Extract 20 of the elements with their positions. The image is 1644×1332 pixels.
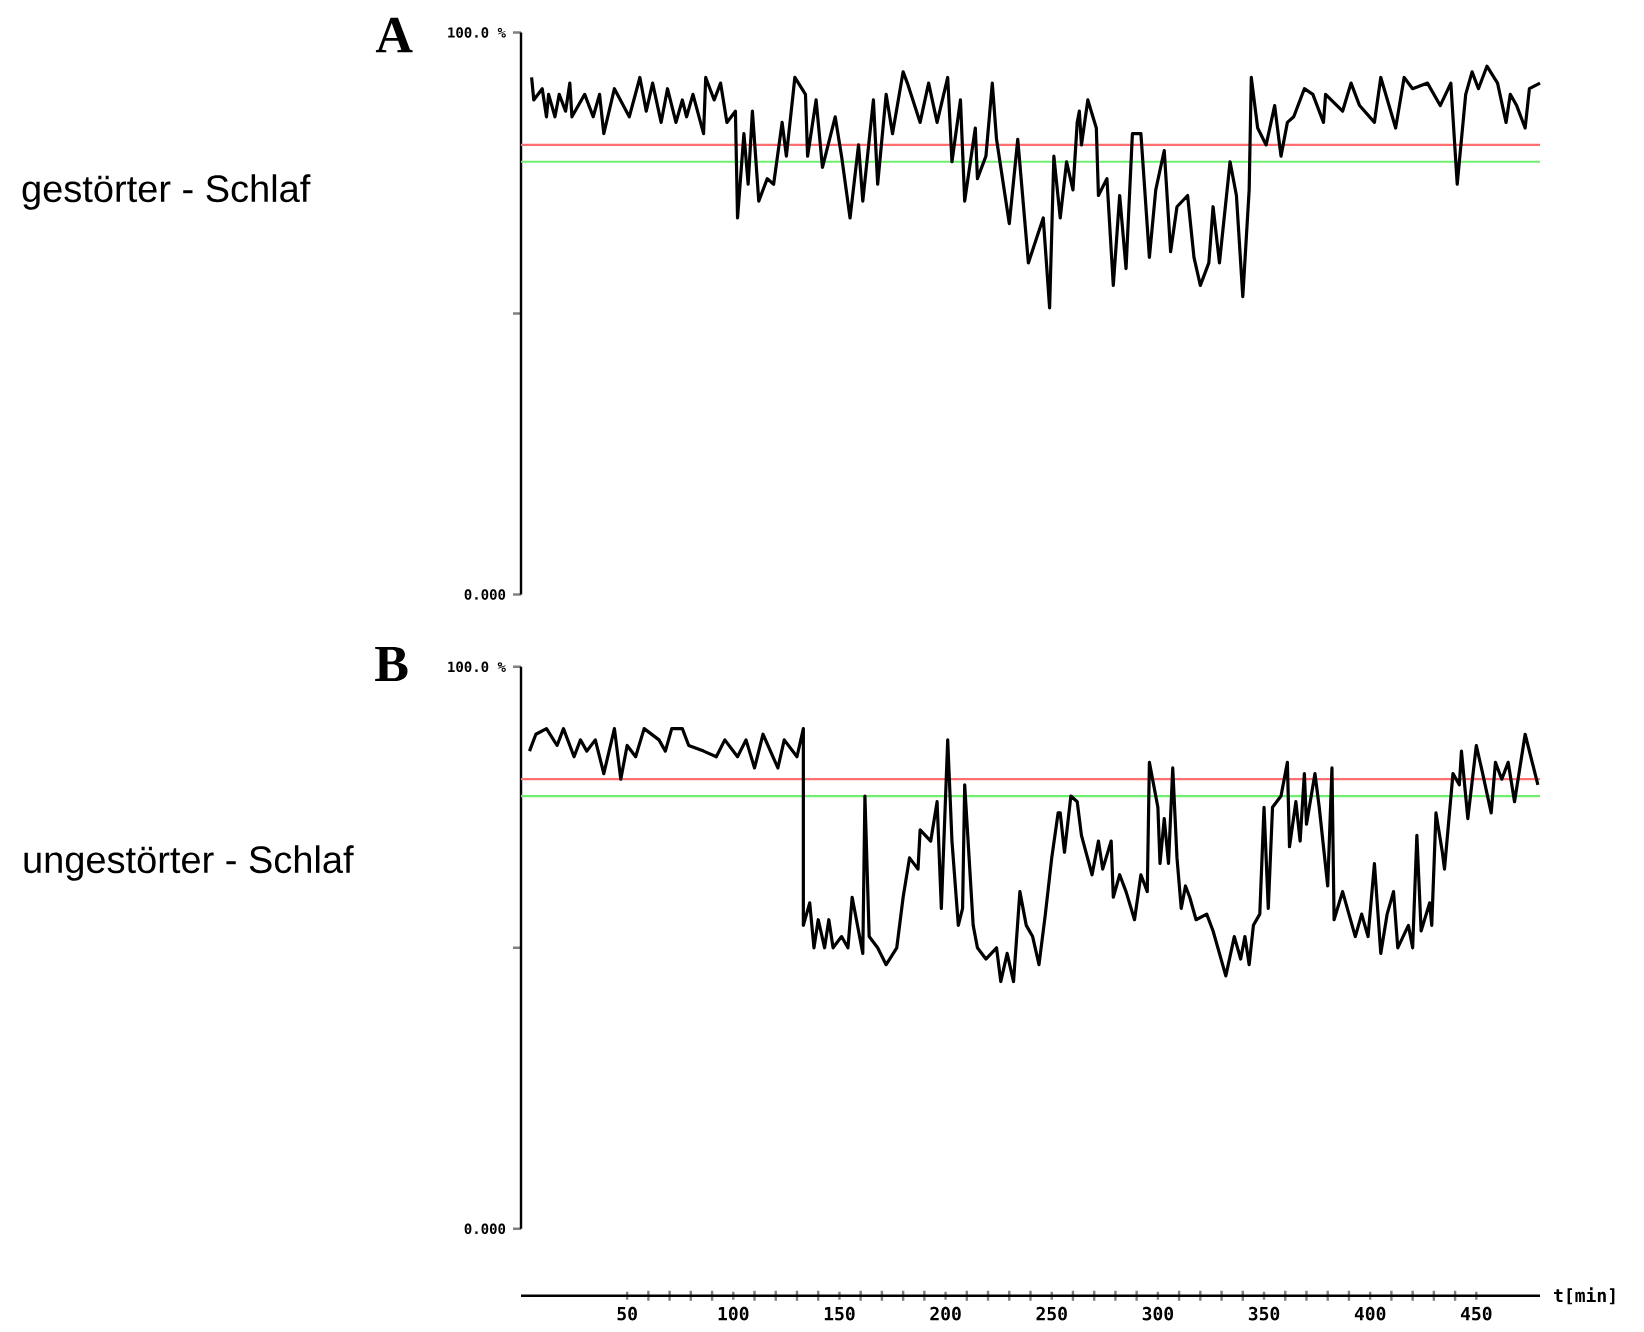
y-tick-label: 100.0 % (448, 27, 506, 38)
x-tick-label: 250 (1036, 1306, 1067, 1321)
x-tick-label: 150 (824, 1306, 855, 1321)
y-axis-title: ungestörter - Schlaf (24, 845, 354, 881)
y-tick-label: 100.0 % (448, 661, 506, 673)
line-series (527, 727, 1540, 984)
y-tick-label: 0.000 (464, 589, 506, 600)
x-tick-label: 300 (1142, 1306, 1174, 1321)
x-tick-label: 350 (1248, 1306, 1280, 1321)
x-axis-title: t[min] (1554, 1287, 1615, 1305)
x-tick-label: 400 (1354, 1306, 1386, 1321)
x-tick-label: 100 (718, 1306, 749, 1321)
chart-title: A (375, 17, 413, 53)
x-tick-label: 200 (930, 1306, 961, 1321)
x-tick-label: 450 (1460, 1306, 1492, 1321)
line-series (530, 64, 1542, 310)
chart-title: B (375, 646, 408, 682)
y-tick-label: 0.000 (464, 1223, 506, 1235)
x-tick-label: 50 (617, 1306, 637, 1321)
y-axis-title: gestörter - Schlaf (22, 174, 311, 210)
